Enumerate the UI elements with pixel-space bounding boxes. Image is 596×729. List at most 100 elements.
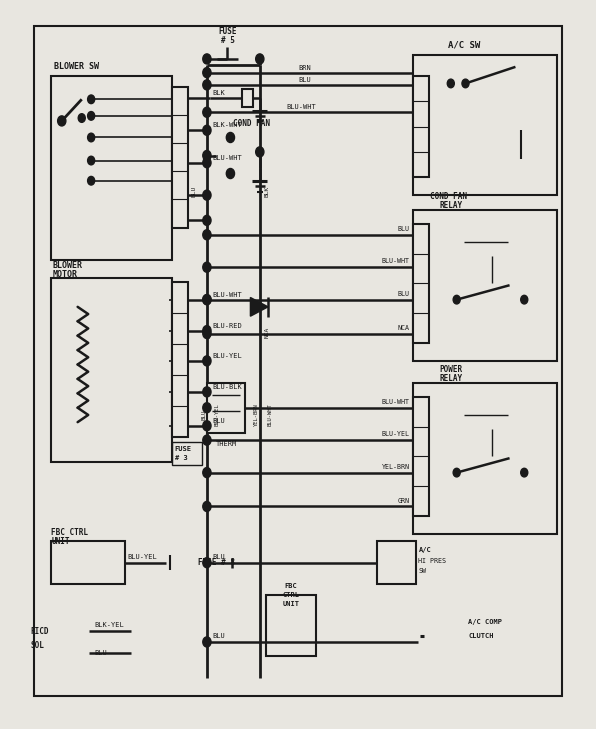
Circle shape	[203, 326, 211, 335]
Circle shape	[453, 295, 460, 304]
Circle shape	[226, 168, 235, 179]
Text: BLOWER: BLOWER	[53, 260, 83, 270]
Text: BLU: BLU	[213, 554, 225, 560]
Text: THERM: THERM	[215, 441, 237, 447]
Text: BLU: BLU	[201, 410, 206, 420]
Circle shape	[203, 54, 211, 64]
Circle shape	[88, 176, 95, 185]
Text: GRN: GRN	[398, 498, 409, 504]
Circle shape	[203, 637, 211, 647]
Circle shape	[203, 356, 211, 366]
Text: BLK: BLK	[213, 90, 225, 95]
Text: COND FAN: COND FAN	[234, 119, 271, 128]
Circle shape	[78, 114, 85, 122]
Polygon shape	[250, 297, 268, 316]
Circle shape	[203, 262, 211, 272]
Text: BLU-WHT: BLU-WHT	[286, 104, 316, 110]
Bar	[412, 55, 557, 195]
Text: FICD: FICD	[30, 627, 49, 636]
Text: NKA: NKA	[265, 327, 269, 338]
Text: COND FAN: COND FAN	[430, 192, 467, 201]
Text: BLU: BLU	[298, 77, 311, 83]
Bar	[51, 541, 125, 585]
Circle shape	[203, 421, 211, 431]
Text: BLU-YEL: BLU-YEL	[213, 353, 243, 359]
Text: UNIT: UNIT	[282, 601, 299, 607]
Text: SOL: SOL	[30, 641, 45, 650]
Text: # 3: # 3	[175, 455, 187, 461]
Circle shape	[203, 150, 211, 160]
Bar	[412, 397, 429, 516]
Text: BLU: BLU	[213, 418, 225, 424]
Text: BLU: BLU	[191, 186, 197, 197]
Text: NCA: NCA	[207, 327, 212, 338]
Circle shape	[203, 215, 211, 225]
Circle shape	[453, 468, 460, 477]
Text: BLU-WHT: BLU-WHT	[268, 404, 273, 426]
Text: SW: SW	[418, 569, 427, 574]
Bar	[242, 89, 253, 106]
Bar	[266, 595, 316, 656]
Circle shape	[88, 133, 95, 142]
Bar	[207, 383, 245, 433]
Circle shape	[203, 435, 211, 445]
Circle shape	[203, 402, 211, 413]
Text: # 5: # 5	[221, 36, 234, 45]
Circle shape	[203, 107, 211, 117]
Text: BLU: BLU	[398, 226, 409, 232]
Text: BLK-YEL: BLK-YEL	[94, 623, 124, 628]
Text: BLU-RED: BLU-RED	[213, 323, 243, 329]
Text: NCA: NCA	[398, 324, 409, 331]
Bar	[51, 77, 172, 260]
Text: BLOWER SW: BLOWER SW	[54, 63, 99, 71]
Text: FBC CTRL: FBC CTRL	[51, 528, 88, 537]
Circle shape	[521, 468, 528, 477]
Text: UNIT: UNIT	[51, 537, 70, 545]
Text: RELAY: RELAY	[439, 375, 462, 383]
Text: A/C COMP: A/C COMP	[468, 619, 502, 625]
Text: FUSE: FUSE	[175, 446, 191, 452]
Text: FUSE # 8: FUSE # 8	[198, 558, 235, 567]
Text: HI PRES: HI PRES	[418, 558, 446, 564]
Text: BLU-YEL: BLU-YEL	[381, 432, 409, 437]
Bar	[172, 281, 188, 437]
Text: A/C SW: A/C SW	[448, 41, 480, 50]
Text: MOTOR: MOTOR	[53, 270, 78, 279]
Text: A/C: A/C	[418, 547, 432, 553]
Circle shape	[88, 156, 95, 165]
Text: YEL-BRN: YEL-BRN	[254, 404, 259, 426]
Text: FBC: FBC	[284, 583, 297, 590]
Text: YEL-BRN: YEL-BRN	[381, 464, 409, 469]
Bar	[412, 77, 429, 177]
Bar	[172, 443, 202, 465]
Text: FUSE: FUSE	[218, 27, 237, 36]
Text: BLU: BLU	[213, 634, 225, 639]
Text: BLK: BLK	[265, 186, 269, 197]
Circle shape	[256, 54, 264, 64]
Circle shape	[203, 387, 211, 397]
Circle shape	[203, 558, 211, 568]
Bar	[412, 383, 557, 534]
Circle shape	[203, 157, 211, 168]
Circle shape	[203, 295, 211, 305]
Text: CLUTCH: CLUTCH	[468, 634, 494, 639]
Circle shape	[58, 116, 66, 126]
Circle shape	[203, 467, 211, 477]
Circle shape	[447, 79, 454, 87]
Text: BLU-YEL: BLU-YEL	[215, 404, 220, 426]
Circle shape	[203, 502, 211, 512]
Bar	[412, 224, 429, 343]
Bar	[51, 278, 172, 461]
Text: BLK-WHT: BLK-WHT	[213, 122, 243, 128]
Circle shape	[203, 80, 211, 90]
Circle shape	[521, 295, 528, 304]
Circle shape	[462, 79, 469, 87]
Circle shape	[203, 125, 211, 136]
Text: CTRL: CTRL	[282, 592, 299, 598]
Circle shape	[203, 190, 211, 200]
Text: BLU-YEL: BLU-YEL	[128, 554, 157, 560]
Circle shape	[88, 95, 95, 104]
Bar	[172, 87, 188, 227]
Circle shape	[203, 230, 211, 240]
Bar	[377, 541, 415, 585]
